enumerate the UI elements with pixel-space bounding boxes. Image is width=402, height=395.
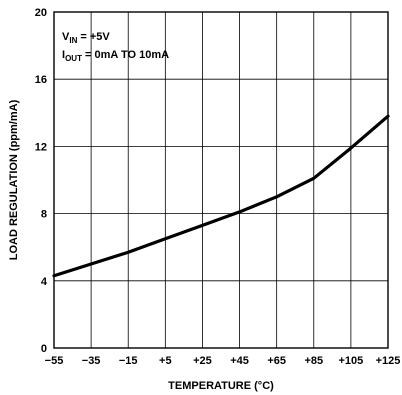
annotation-iout-rest: = 0mA TO 10mA	[82, 49, 169, 61]
annotation-vin-main: V	[62, 31, 70, 43]
x-axis-label: TEMPERATURE (°C)	[168, 380, 274, 392]
annotation-vin-rest: = +5V	[77, 31, 110, 43]
annotation-vin: VIN = +5V	[62, 31, 110, 45]
x-tick-label: +45	[230, 355, 249, 367]
x-tick-label: +25	[193, 355, 212, 367]
y-tick-label: 16	[35, 74, 47, 86]
grid-lines	[54, 12, 388, 348]
x-tick-label: +125	[376, 355, 401, 367]
y-tick-label: 8	[41, 209, 47, 221]
y-tick-label: 0	[41, 343, 47, 355]
y-tick-labels: 0 4 8 12 16 20	[35, 7, 48, 355]
x-tick-label: −55	[45, 355, 64, 367]
x-tick-label: +65	[267, 355, 286, 367]
x-tick-label: +85	[304, 355, 323, 367]
x-tick-labels: −55 −35 −15 +5 +25 +45 +65 +85 +105 +125	[45, 355, 401, 367]
annotation-vin-sub: IN	[69, 36, 77, 45]
annotation-iout-main: I	[62, 49, 65, 61]
annotation-iout-sub: OUT	[65, 54, 82, 63]
x-tick-label: −35	[82, 355, 101, 367]
y-tick-label: 20	[35, 7, 47, 19]
series-line	[52, 114, 390, 278]
y-tick-label: 12	[35, 141, 47, 153]
annotation-iout: IOUT = 0mA TO 10mA	[62, 49, 169, 63]
x-tick-label: −15	[119, 355, 138, 367]
plot-frame	[53, 11, 389, 349]
x-tick-label: +105	[338, 355, 363, 367]
y-axis-label: LOAD REGULATION (ppm/mA)	[8, 99, 20, 260]
y-tick-label: 4	[41, 276, 48, 288]
x-tick-label: +5	[159, 355, 172, 367]
